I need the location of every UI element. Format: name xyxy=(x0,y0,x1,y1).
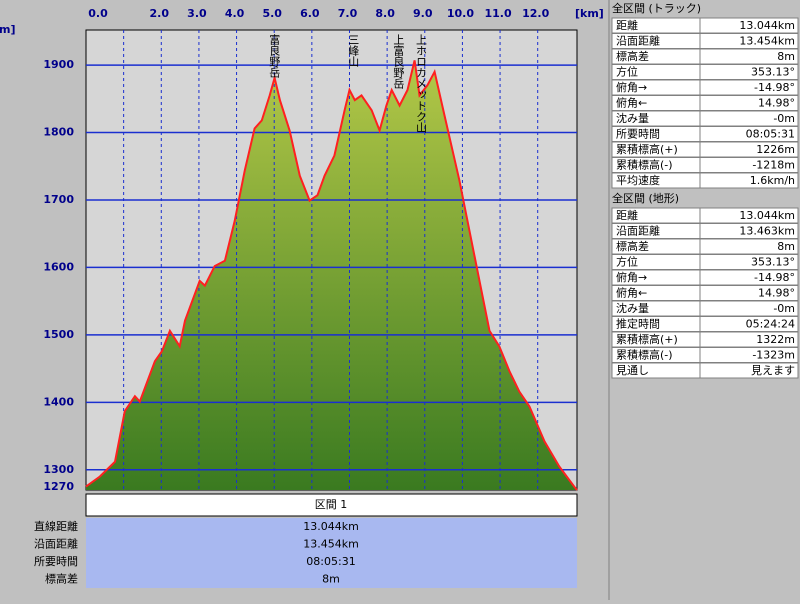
area xyxy=(86,60,577,491)
section-label: 標高差 xyxy=(45,572,78,586)
row-label: 沿面距離 xyxy=(616,224,660,238)
section-label: 所要時間 xyxy=(34,555,78,568)
row-value: 13.044km xyxy=(739,19,795,32)
x-tick-label: 3.0 xyxy=(187,7,207,20)
row-label: 沿面距離 xyxy=(616,34,660,48)
peak-label: 上ホロカメットク山 xyxy=(415,34,428,133)
row-value: 14.98° xyxy=(758,287,795,300)
row-value: -0m xyxy=(773,302,795,315)
x-tick-label: 10.0 xyxy=(447,7,474,20)
row-value: 13.454km xyxy=(739,35,795,48)
panel-title: 全区間 (地形) xyxy=(612,191,679,205)
row-value: 353.13° xyxy=(751,256,795,269)
section-header-bg xyxy=(85,493,578,517)
row-value: 13.044km xyxy=(739,209,795,222)
x-tick-label: 4.0 xyxy=(225,7,245,20)
row-label: 累積標高(-) xyxy=(616,158,673,172)
row-value: 05:24:24 xyxy=(746,318,795,331)
row-value: -14.98° xyxy=(754,271,795,284)
row-label: 累積標高(-) xyxy=(616,348,673,362)
row-label: 方位 xyxy=(616,65,638,79)
x-tick-label: 9.0 xyxy=(413,7,433,20)
x-tick-label: 6.0 xyxy=(300,7,320,20)
row-value: -1323m xyxy=(752,349,795,362)
row-label: 累積標高(+) xyxy=(616,332,678,346)
section-header: 区間 1 xyxy=(315,498,348,511)
section-row-bg xyxy=(86,570,577,588)
row-label: 方位 xyxy=(616,255,638,269)
row-label: 俯角← xyxy=(616,286,647,300)
row-value: 08:05:31 xyxy=(746,128,795,141)
row-label: 標高差 xyxy=(616,239,649,253)
row-value: -0m xyxy=(773,112,795,125)
row-label: 平均速度 xyxy=(616,173,660,187)
row-label: 沈み量 xyxy=(616,111,649,125)
x-tick-label: 7.0 xyxy=(338,7,358,20)
row-label: 所要時間 xyxy=(616,128,660,141)
row-label: 俯角→ xyxy=(616,80,647,94)
row-value: 見えます xyxy=(751,364,795,377)
row-value: 14.98° xyxy=(758,97,795,110)
profile-line xyxy=(85,60,578,491)
row-label: 距離 xyxy=(616,208,638,222)
x-tick-label: 5.0 xyxy=(262,7,282,20)
y-tick-label: 1900 xyxy=(43,58,74,71)
panel-title: 全区間 (トラック) xyxy=(612,1,701,15)
x-tick-label: 12.0 xyxy=(522,7,549,20)
row-label: 距離 xyxy=(616,18,638,32)
row-label: 累積標高(+) xyxy=(616,142,678,156)
x-tick-label: 8.0 xyxy=(375,7,395,20)
row-value: 8m xyxy=(777,50,795,63)
y-unit: [m] xyxy=(0,23,16,36)
section-value: 08:05:31 xyxy=(306,555,355,568)
row-label: 標高差 xyxy=(616,49,649,63)
row-bg xyxy=(611,172,799,189)
section-row-bg xyxy=(86,518,577,536)
section-value: 13.454km xyxy=(303,538,359,551)
y-tick-label: 1300 xyxy=(43,463,74,476)
y-tick-label: 1400 xyxy=(43,395,74,408)
y-tick-label: 1800 xyxy=(43,126,74,139)
y-tick-label: 1270 xyxy=(43,480,74,493)
row-label: 俯角← xyxy=(616,96,647,110)
peak-label: 三峰山 xyxy=(347,34,360,67)
row-value: -14.98° xyxy=(754,81,795,94)
row-value: 353.13° xyxy=(751,66,795,79)
peak-label: 上富良野岳 xyxy=(392,34,405,89)
row-value: 1322m xyxy=(756,333,795,346)
row-label: 推定時間 xyxy=(616,317,660,331)
section-label: 沿面距離 xyxy=(34,537,78,551)
section-row-bg xyxy=(86,553,577,571)
row-label: 俯角→ xyxy=(616,270,647,284)
row-value: 8m xyxy=(777,240,795,253)
section-value: 8m xyxy=(322,573,340,586)
row-value: 1.6km/h xyxy=(750,174,795,187)
peak-label: 富良野岳 xyxy=(268,33,281,78)
x-tick-label: 0.0 xyxy=(88,7,108,20)
x-tick-label: 11.0 xyxy=(484,7,511,20)
section-label: 直線距離 xyxy=(34,519,78,533)
x-unit: [km] xyxy=(575,7,604,20)
row-value: 13.463km xyxy=(739,225,795,238)
y-tick-label: 1600 xyxy=(43,260,74,273)
y-tick-label: 1500 xyxy=(43,328,74,341)
section-row-bg xyxy=(86,535,577,553)
y-tick-label: 1700 xyxy=(43,193,74,206)
row-bg xyxy=(611,362,799,379)
section-value: 13.044km xyxy=(303,520,359,533)
row-label: 見通し xyxy=(616,364,649,377)
row-value: -1218m xyxy=(752,159,795,172)
row-value: 1226m xyxy=(756,143,795,156)
x-tick-label: 2.0 xyxy=(150,7,170,20)
row-label: 沈み量 xyxy=(616,301,649,315)
